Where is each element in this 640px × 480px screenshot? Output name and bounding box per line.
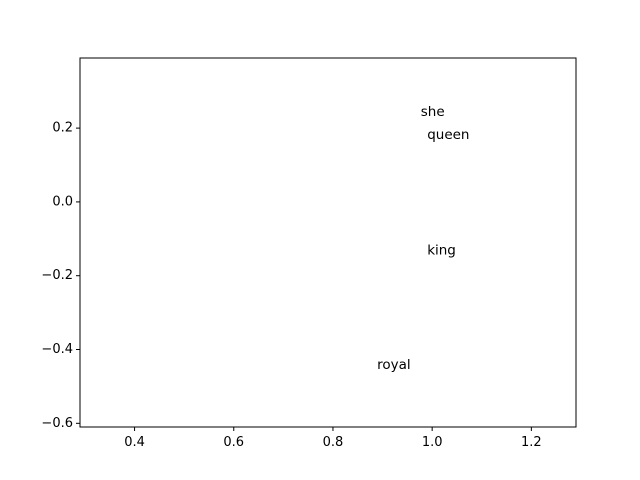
- point-label: queen: [427, 127, 469, 143]
- y-axis: 0.2 0.0 −0.2 −0.4 −0.6: [41, 121, 80, 431]
- data-labels: she queen king royal: [377, 104, 469, 373]
- point-label: she: [421, 104, 445, 120]
- point-label: royal: [377, 357, 411, 373]
- point-label: king: [427, 243, 456, 259]
- y-tick-label: −0.6: [41, 416, 73, 431]
- x-tick-label: 0.4: [124, 435, 145, 450]
- x-axis: 0.4 0.6 0.8 1.0 1.2: [124, 427, 542, 450]
- x-tick-label: 0.6: [223, 435, 244, 450]
- axes-frame: [79, 57, 577, 428]
- x-tick-label: 0.8: [323, 435, 344, 450]
- y-tick-label: 0.0: [52, 194, 73, 209]
- x-tick-label: 1.0: [422, 435, 443, 450]
- x-tick-label: 1.2: [521, 435, 542, 450]
- y-tick-label: 0.2: [52, 121, 73, 136]
- y-tick-label: −0.4: [41, 342, 73, 357]
- y-tick-label: −0.2: [41, 268, 73, 283]
